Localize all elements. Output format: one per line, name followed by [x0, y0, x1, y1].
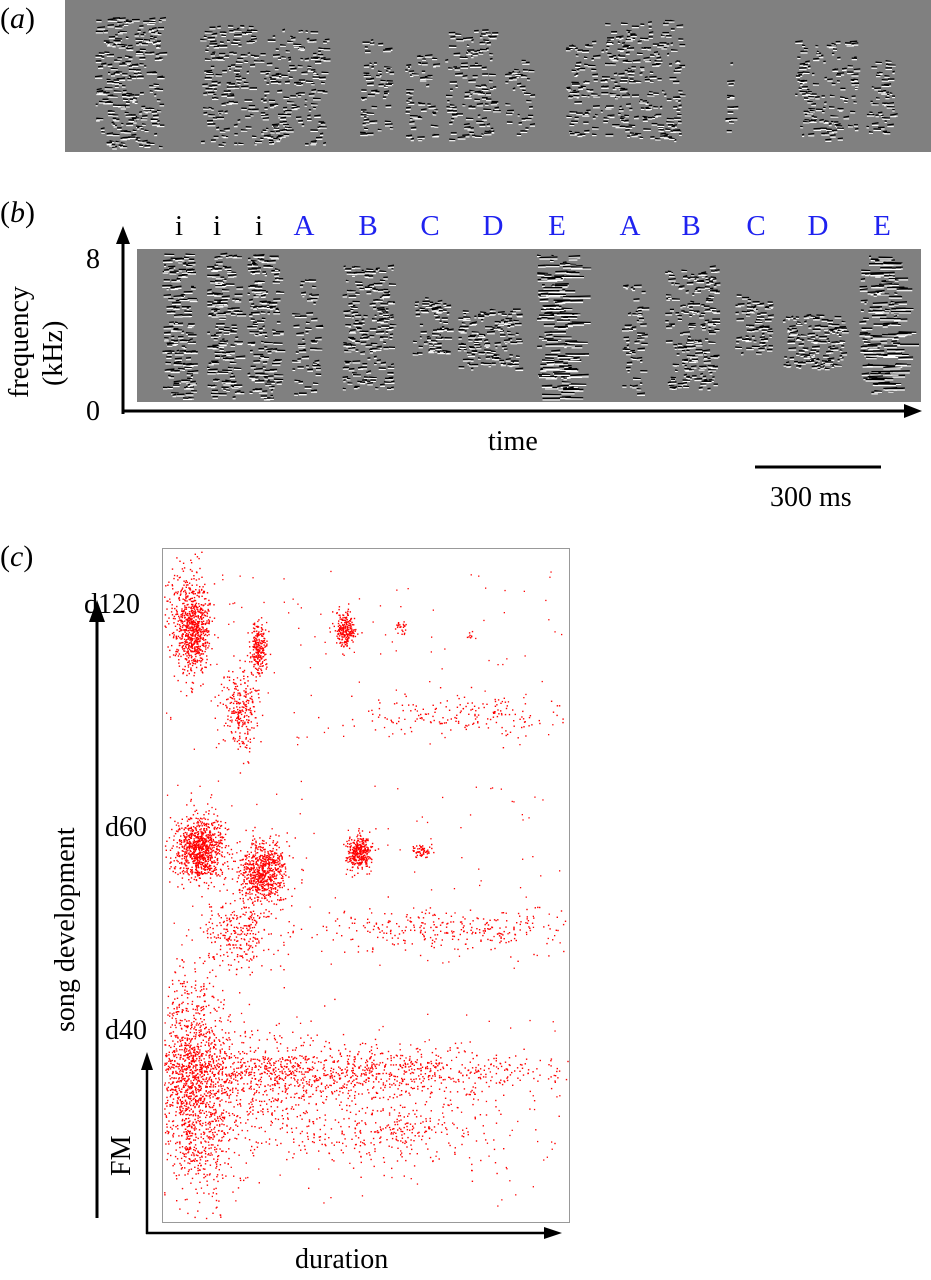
day-label-d60: d60: [105, 812, 147, 843]
segment-label-9: A: [619, 210, 641, 242]
syllable-11: [795, 40, 861, 142]
syllable-10: [725, 62, 739, 133]
syllable-13: [859, 255, 920, 395]
panel-a-label: (a): [0, 2, 35, 35]
syllable-5: [342, 264, 397, 391]
segment-label-1: i: [174, 210, 184, 242]
syllable-8: [565, 40, 601, 138]
syllable-3: [260, 28, 331, 146]
y-arrow-b: [116, 226, 130, 244]
segment-label-10: B: [681, 210, 701, 242]
fm-arrow: [141, 1052, 153, 1070]
syllable-2: [206, 252, 247, 400]
syllable-9: [621, 284, 650, 396]
segment-label-13: E: [873, 210, 891, 242]
syllable-12: [782, 313, 849, 371]
song-development-arrow: [89, 600, 105, 622]
ytick-top: 8: [86, 244, 100, 275]
segment-label-2: i: [212, 210, 222, 242]
segment-label-5: B: [358, 210, 378, 242]
syllable-10: [665, 265, 721, 391]
syllable-4: [360, 38, 395, 137]
scatter-plot: [164, 551, 569, 1220]
segment-label-3: i: [254, 210, 264, 242]
segment-label-6: C: [420, 210, 440, 242]
x-arrow-b: [904, 404, 922, 418]
day-label-d40: d40: [105, 1015, 147, 1046]
syllable-3: [247, 253, 286, 401]
spectrogram-a: [65, 0, 931, 152]
segment-label-12: D: [807, 210, 829, 242]
syllable-6: [445, 29, 501, 142]
segment-label-7: D: [482, 210, 504, 242]
syllable-9: [600, 19, 686, 143]
segment-label-11: C: [746, 210, 766, 242]
axes-b: [116, 226, 922, 469]
spectrogram-b: [137, 249, 921, 402]
ytick-bottom: 0: [86, 396, 100, 427]
syllable-11: [735, 294, 774, 356]
syllable-1: [162, 253, 199, 401]
syllable-7: [457, 308, 524, 372]
syllable-2: [200, 25, 263, 147]
syllable-6: [412, 297, 454, 356]
syllable-1: [94, 16, 168, 150]
panel-b-label: (b): [0, 196, 35, 229]
scatter-box: [162, 548, 570, 1223]
time-label: time: [488, 426, 538, 457]
scalebar-label: 300 ms: [770, 482, 852, 513]
syllable-12: [866, 60, 898, 135]
syllable-4: [292, 279, 324, 396]
duration-label: duration: [295, 1244, 389, 1275]
syllable-7: [505, 59, 536, 137]
scatter-points: [164, 551, 569, 1220]
segment-label-4: A: [293, 210, 315, 242]
syllable-5: [405, 54, 441, 142]
syllable-8: [536, 254, 592, 401]
panel-c-label: (c): [0, 540, 34, 573]
duration-arrow: [544, 1227, 562, 1239]
segment-label-8: E: [548, 210, 566, 242]
